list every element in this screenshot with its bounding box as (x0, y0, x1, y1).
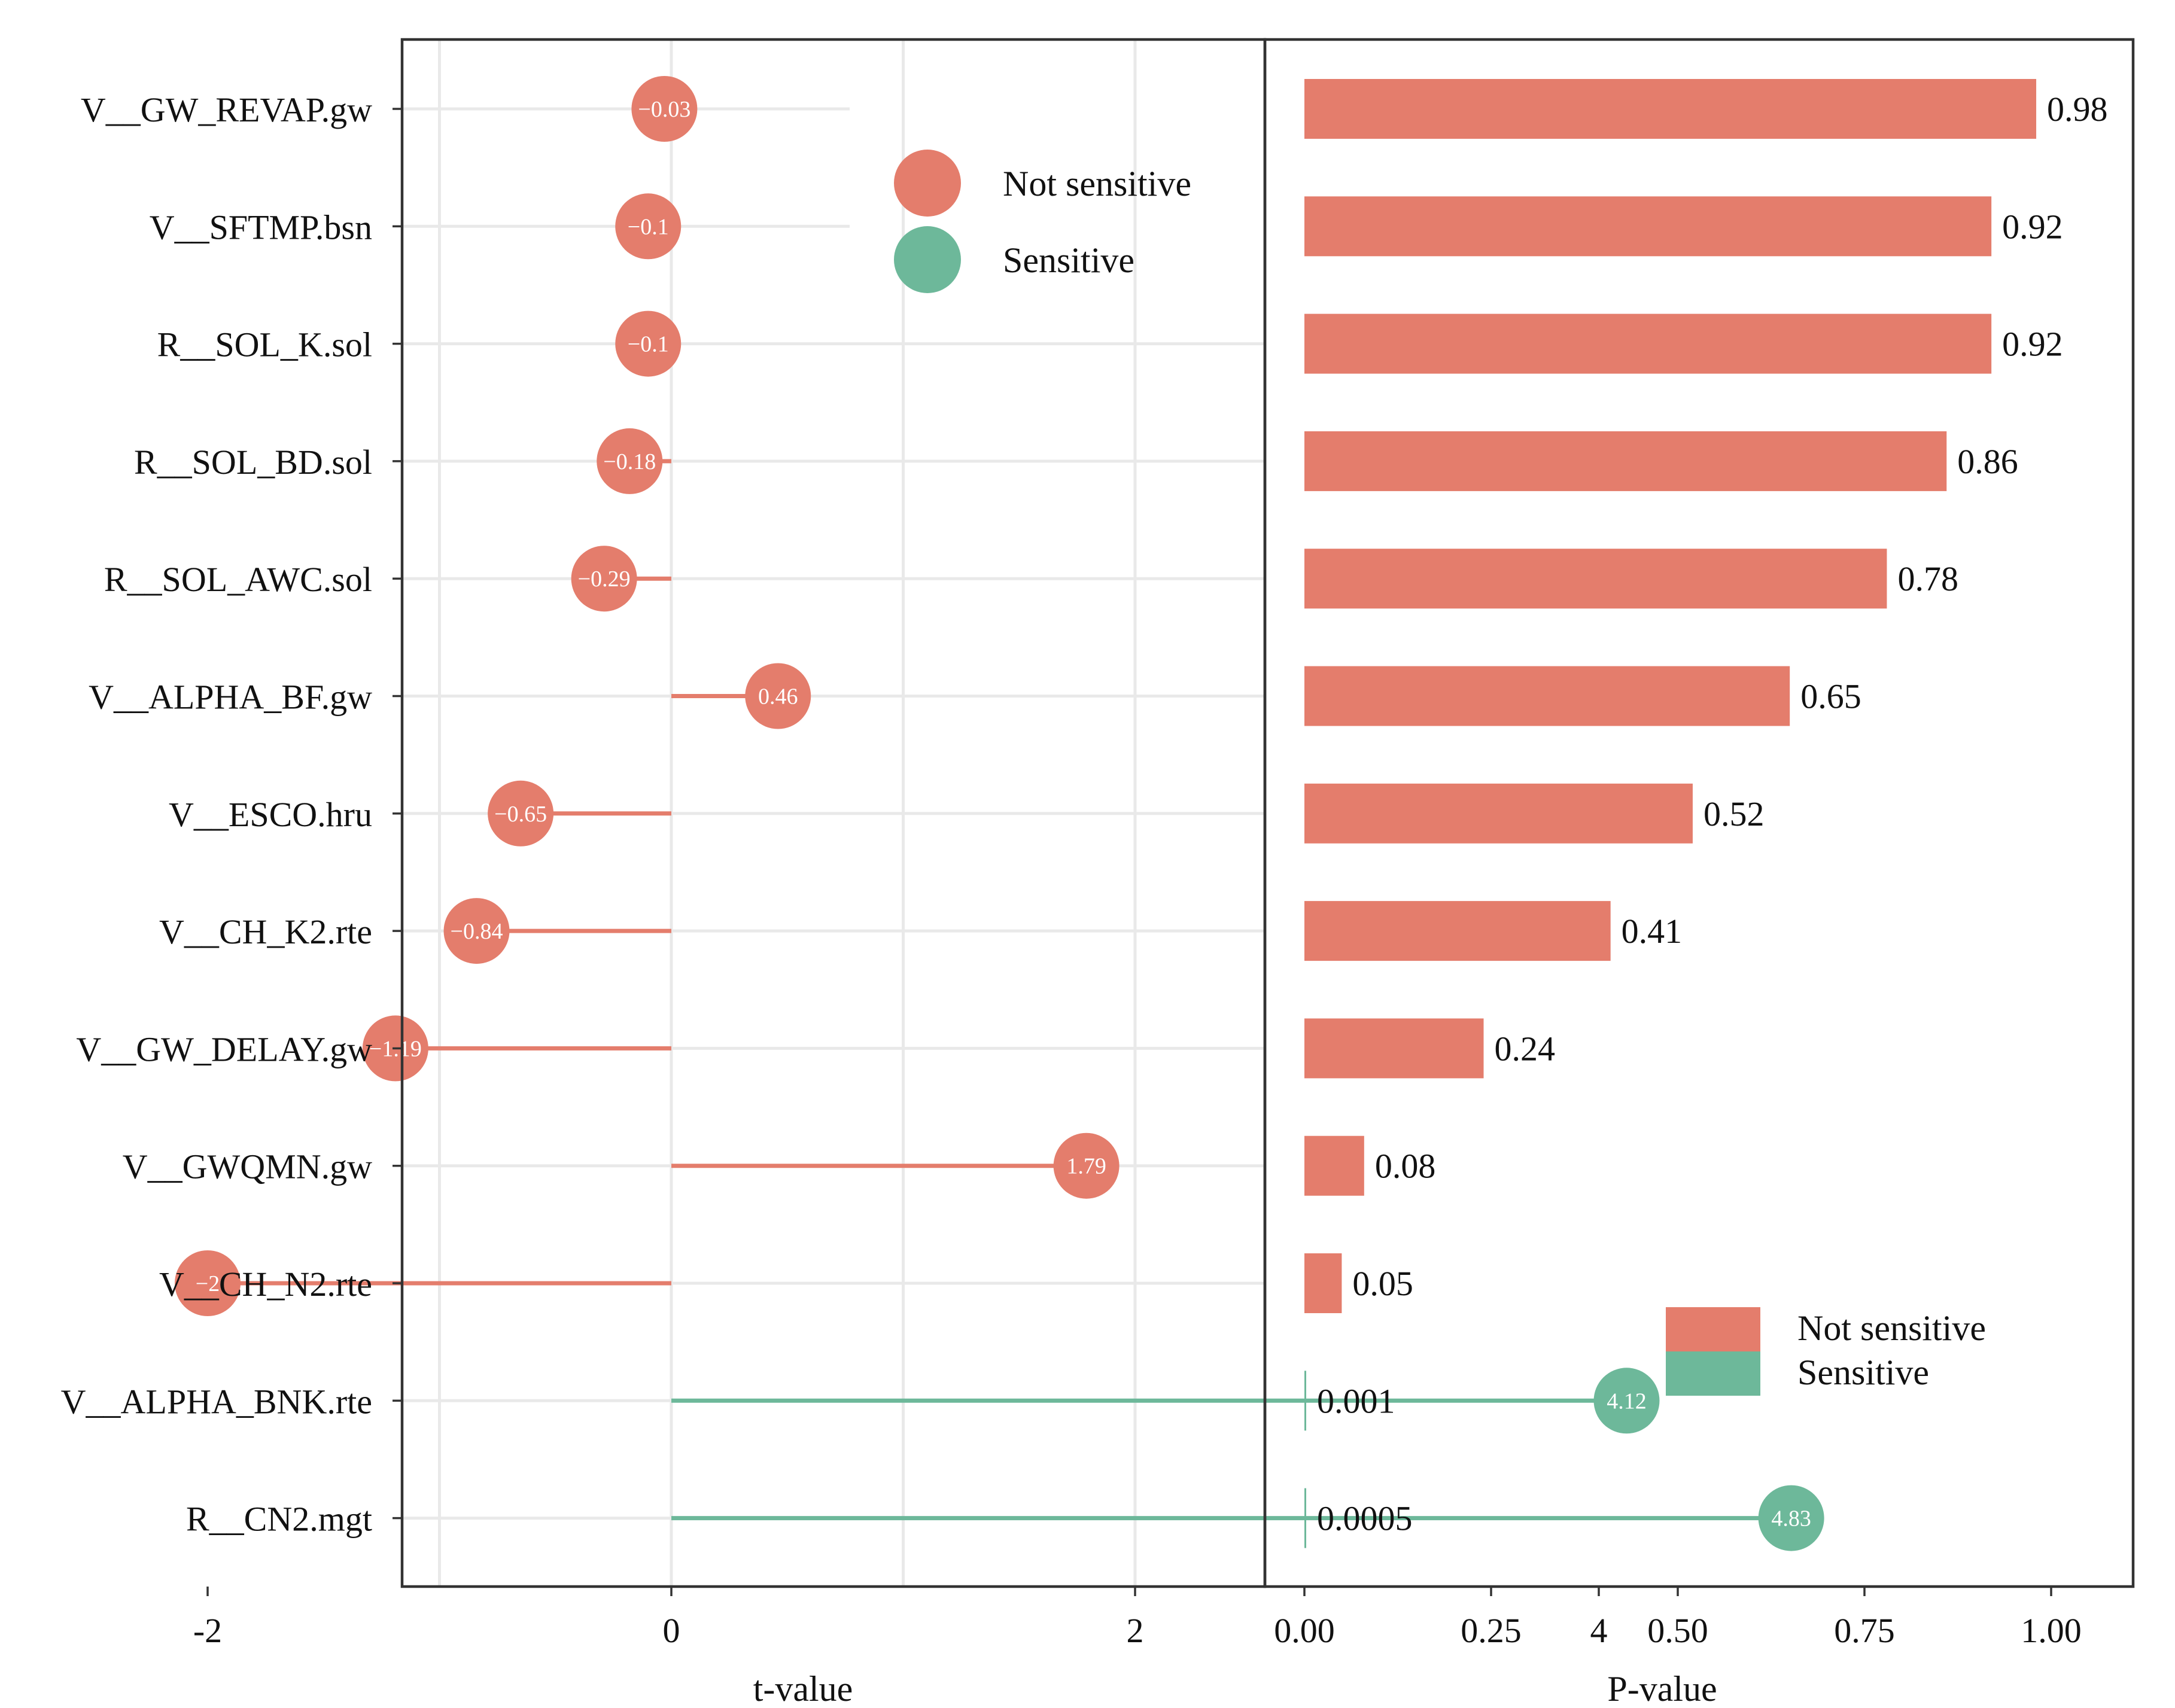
legend-swatch-circle (894, 150, 961, 217)
lollipop-value-label: 4.83 (1771, 1506, 1811, 1532)
p-value-panel: 0.98 0.92 0.92 0.86 0.78 0.65 0.52 0.41 0.24 0.08… (1304, 79, 2108, 1548)
y-axis-category-label: R__CN2.mgt (186, 1500, 372, 1539)
legend-layer: Not sensitive Sensitive Not sensitive Sensi… (894, 150, 1986, 1396)
lollipop-value-label: −0.03 (638, 97, 690, 122)
p-value-bar (1304, 196, 1992, 257)
lollipop-point (175, 1250, 241, 1316)
p-value-label: 0.52 (1704, 794, 1765, 833)
y-axis-category-label: V__SFTMP.bsn (150, 208, 372, 246)
lollipop-value-label: −0.1 (628, 214, 669, 239)
legend-swatch-circle (894, 226, 961, 293)
y-axis-category-label: R__SOL_BD.sol (134, 443, 372, 482)
lollipop-point (597, 428, 663, 494)
p-value-bar (1304, 1253, 1342, 1313)
p-value-bar (1304, 79, 2037, 139)
p-value-label: 0.92 (2002, 325, 2063, 364)
lollipop-point (488, 780, 554, 847)
x-axis-title: P-value (1607, 1669, 1717, 1708)
y-axis-category-label: V__GW_DELAY.gw (76, 1030, 372, 1068)
legend-swatch-box (1666, 1307, 1760, 1351)
lollipop-point (1758, 1485, 1824, 1551)
y-axis-category-label: V__CH_K2.rte (159, 912, 372, 951)
p-value-label: 0.98 (2047, 90, 2108, 129)
x-axis-tick-label: 0.00 (1274, 1611, 1335, 1650)
x-axis-tick-label: 4 (1590, 1611, 1608, 1650)
x-axis-tick-label: 1.00 (2021, 1611, 2082, 1650)
p-value-bar (1304, 783, 1693, 844)
p-value-bar (1304, 1488, 1306, 1548)
lollipop-value-label: 1.79 (1066, 1154, 1106, 1179)
x-axis-tick-label: 0.75 (1834, 1611, 1895, 1650)
x-axis-tick-label: 0.50 (1647, 1611, 1708, 1650)
p-value-label: 0.92 (2002, 207, 2063, 246)
p-value-label: 0.78 (1897, 559, 1958, 598)
lollipop-point (745, 663, 811, 729)
p-value-bar (1304, 1371, 1306, 1431)
lollipop-point (615, 193, 682, 260)
p-value-label: 0.41 (1622, 912, 1683, 951)
lollipop-value-label: 0.46 (758, 684, 798, 710)
legend-label: Sensitive (1003, 240, 1134, 280)
legend-label: Not sensitive (1797, 1308, 1986, 1348)
p-value-label: 0.08 (1375, 1147, 1436, 1186)
legend-label: Sensitive (1797, 1353, 1929, 1392)
t-value-panel: −0.03−0.1−0.1−0.18−0.290.46−0.65−0.84−1.… (175, 76, 1824, 1551)
p-value-bar (1304, 1135, 1364, 1196)
axes-layer: V__GW_REVAP.gw V__SFTMP.bsn R__SOL_K.sol R_… (61, 90, 2082, 1708)
lollipop-value-label: −0.1 (628, 332, 669, 357)
y-axis-category-label: V__ESCO.hru (169, 795, 372, 834)
p-value-bar (1304, 313, 1992, 374)
lollipop-point (1053, 1132, 1120, 1199)
lollipop-value-label: −0.29 (578, 567, 631, 592)
p-value-bar (1304, 1018, 1484, 1079)
y-axis-category-label: V__ALPHA_BNK.rte (61, 1382, 372, 1421)
y-axis-category-label: R__SOL_K.sol (157, 325, 372, 364)
x-axis-tick-label: 0 (663, 1611, 680, 1650)
p-value-label: 0.65 (1800, 677, 1861, 716)
right-panel-frame (1263, 38, 2135, 1588)
y-axis-category-label: V__GWQMN.gw (123, 1147, 372, 1186)
p-value-label: 0.86 (1957, 442, 2018, 481)
lollipop-value-label: −0.84 (451, 919, 503, 944)
lollipop-value-label: 4.12 (1607, 1389, 1647, 1414)
p-value-label: 0.001 (1317, 1381, 1395, 1420)
p-value-label: 0.24 (1495, 1029, 1556, 1068)
legend-swatch-box (1666, 1351, 1760, 1396)
p-value-label: 0.05 (1352, 1264, 1413, 1303)
lollipop-point (631, 76, 698, 142)
x-axis-tick-label: -2 (193, 1611, 222, 1650)
p-value-label: 0.0005 (1317, 1499, 1413, 1538)
lollipop-value-label: −0.18 (603, 449, 656, 474)
lollipop-value-label: −2 (196, 1271, 220, 1296)
lollipop-point (571, 546, 637, 612)
lollipop-point (615, 310, 682, 377)
legend-label: Not sensitive (1003, 164, 1191, 203)
y-axis-category-label: V__GW_REVAP.gw (81, 90, 372, 129)
p-value-bar (1304, 549, 1887, 609)
lollipop-value-label: −0.65 (494, 802, 547, 827)
x-axis-title: t-value (753, 1669, 853, 1708)
x-axis-tick-label: 2 (1127, 1611, 1144, 1650)
lollipop-point (1593, 1368, 1660, 1434)
y-axis-category-label: V__CH_N2.rte (159, 1265, 372, 1304)
p-value-bar (1304, 666, 1790, 726)
x-axis-tick-label: 0.25 (1461, 1611, 1522, 1650)
p-value-bar (1304, 431, 1947, 491)
y-axis-category-label: V__ALPHA_BF.gw (89, 678, 372, 717)
lollipop-point (443, 898, 510, 964)
p-value-bar (1304, 901, 1611, 961)
y-axis-category-label: R__SOL_AWC.sol (104, 560, 372, 599)
